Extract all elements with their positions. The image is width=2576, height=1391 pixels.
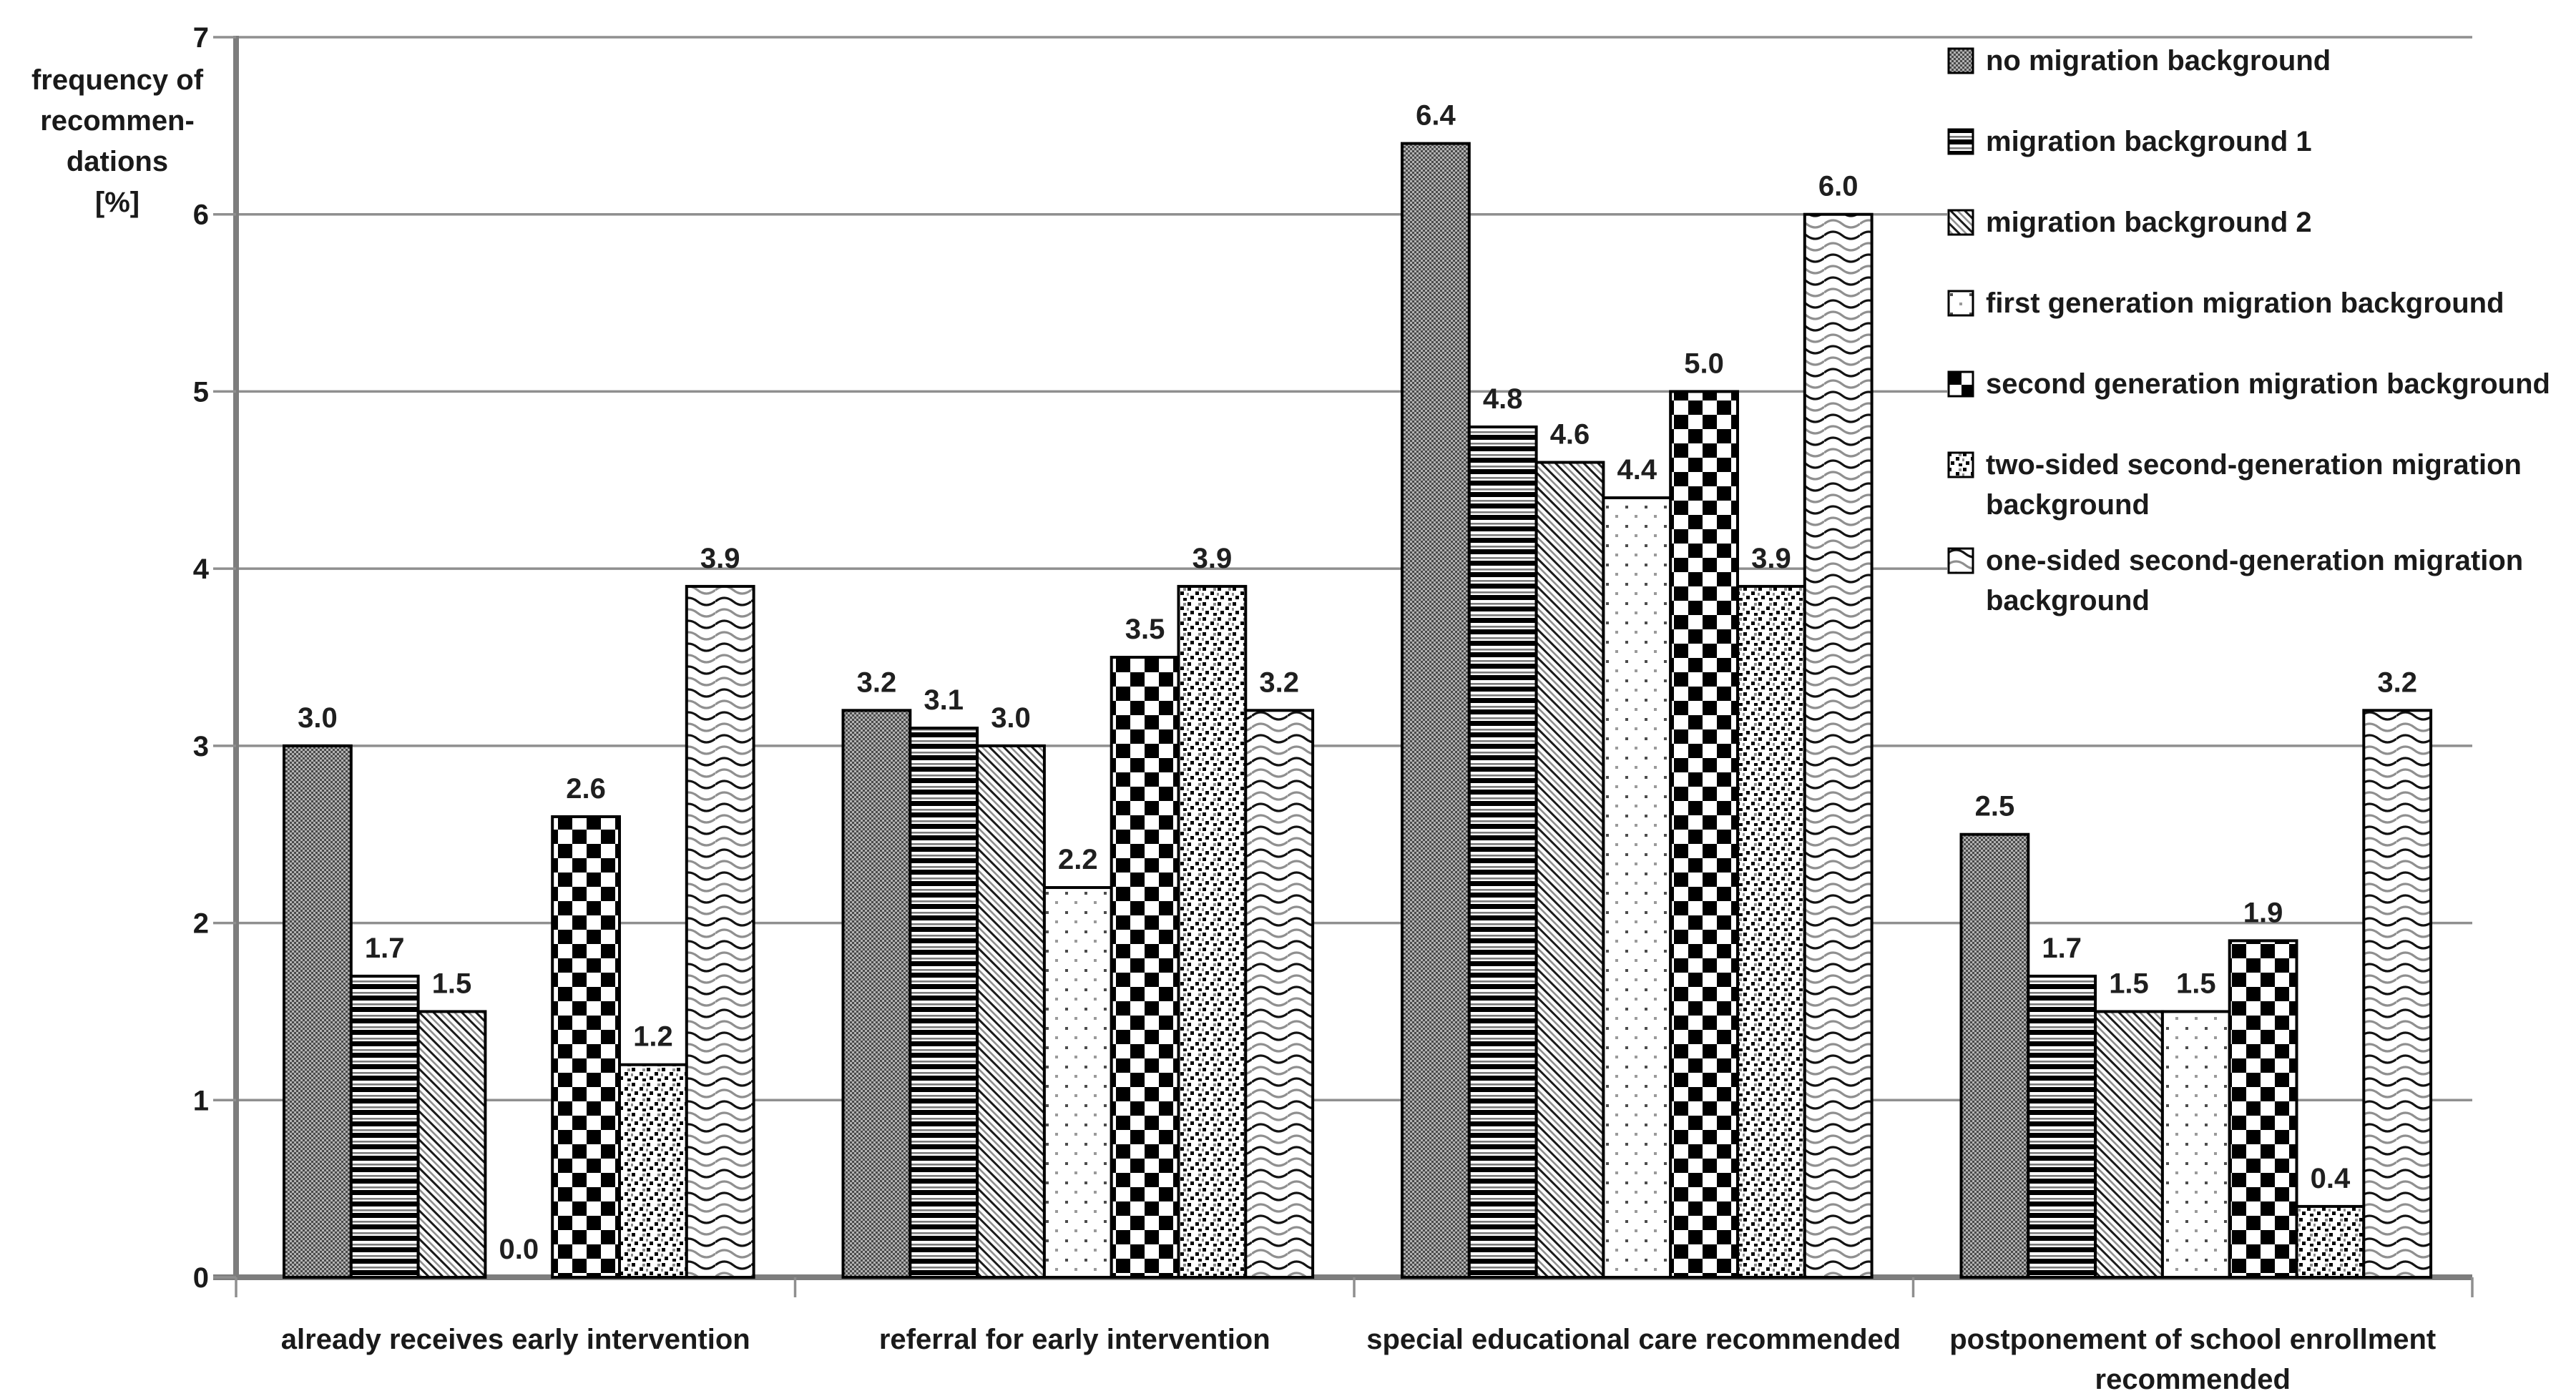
bar-sparse-dots-cat4 xyxy=(2160,1010,2231,1279)
x-category-label: already receives early intervention xyxy=(281,1324,750,1355)
bar-diagonal-stripes-cat4 xyxy=(2094,1010,2164,1279)
value-label: 2.5 xyxy=(1975,791,2015,822)
value-label: 1.9 xyxy=(2243,897,2283,928)
value-label: 1.5 xyxy=(2109,968,2149,999)
value-label: 1.7 xyxy=(365,933,405,964)
value-label: 2.2 xyxy=(1058,844,1098,875)
value-label: 3.2 xyxy=(1259,667,1299,698)
legend-swatch-dense-specks xyxy=(1947,451,1974,478)
value-label: 6.4 xyxy=(1416,100,1456,132)
legend-item: one-sided second-generation migration ba… xyxy=(1947,541,2576,621)
bar-checkerboard-cat4 xyxy=(2228,939,2298,1279)
legend-swatch-horizontal-stripes xyxy=(1947,128,1974,155)
bar-horizontal-stripes-cat2 xyxy=(909,727,979,1279)
y-axis-title-line: recommen- xyxy=(40,105,195,137)
value-label: 1.2 xyxy=(633,1021,673,1053)
legend-label: no migration background xyxy=(1986,45,2331,77)
bar-dense-specks-cat3 xyxy=(1736,584,1806,1279)
value-label: 3.2 xyxy=(857,667,897,698)
value-label: 2.6 xyxy=(566,773,606,805)
y-tick-label: 1 xyxy=(193,1085,209,1116)
y-tick-label: 5 xyxy=(193,376,209,408)
value-label: 1.7 xyxy=(2042,933,2082,964)
value-label: 3.5 xyxy=(1125,614,1165,645)
bar-gray-checker-cat3 xyxy=(1401,142,1471,1279)
y-tick-label: 6 xyxy=(193,200,209,231)
y-axis-title-line: frequency of xyxy=(31,64,204,96)
bar-waves-cat4 xyxy=(2362,709,2433,1279)
value-label: 3.9 xyxy=(1751,543,1791,574)
y-axis-title: frequency of recommen-dations [%] xyxy=(10,60,225,223)
value-label: 5.0 xyxy=(1684,348,1724,379)
value-label: 0.0 xyxy=(499,1234,539,1265)
bar-dense-specks-cat4 xyxy=(2295,1204,2366,1279)
legend-label: migration background 2 xyxy=(1986,207,2312,238)
value-label: 4.8 xyxy=(1483,383,1523,415)
legend-swatch-waves xyxy=(1947,547,1974,574)
legend: no migration background migration backgro… xyxy=(1947,41,2576,636)
legend-label: second generation migration background xyxy=(1986,368,2550,400)
legend-label: migration background 1 xyxy=(1986,126,2312,157)
legend-label: one-sided second-generation migration ba… xyxy=(1986,545,2524,616)
x-category-label: recommended xyxy=(2095,1364,2291,1391)
bars xyxy=(283,142,2433,1279)
value-label: 4.6 xyxy=(1550,419,1590,451)
bar-gray-checker-cat2 xyxy=(841,709,912,1279)
value-label: 3.0 xyxy=(991,702,1031,734)
y-tick-label: 0 xyxy=(193,1262,209,1294)
bar-diagonal-stripes-cat3 xyxy=(1534,461,1605,1279)
bar-waves-cat1 xyxy=(685,584,755,1279)
bar-horizontal-stripes-cat4 xyxy=(2027,974,2097,1279)
legend-swatch-gray-checker xyxy=(1947,47,1974,74)
value-label: 1.5 xyxy=(2176,968,2216,999)
y-tick-label: 2 xyxy=(193,908,209,940)
value-label: 3.2 xyxy=(2377,667,2417,698)
legend-label: first generation migration background xyxy=(1986,287,2504,319)
legend-swatch-checkerboard xyxy=(1947,370,1974,398)
value-label: 3.9 xyxy=(1192,543,1233,574)
value-label: 1.5 xyxy=(432,968,472,999)
bar-checkerboard-cat1 xyxy=(551,815,622,1279)
legend-label: two-sided second-generation migration ba… xyxy=(1986,449,2522,521)
legend-item: no migration background xyxy=(1947,41,2576,81)
y-tick-label: 7 xyxy=(193,22,209,54)
bar-waves-cat3 xyxy=(1803,212,1874,1279)
bar-waves-cat2 xyxy=(1244,709,1315,1279)
value-label: 0.4 xyxy=(2311,1163,2351,1194)
legend-item: first generation migration background xyxy=(1947,283,2576,323)
legend-item: migration background 2 xyxy=(1947,202,2576,242)
value-label: 3.1 xyxy=(924,684,964,716)
legend-item: second generation migration background xyxy=(1947,364,2576,404)
bar-checkerboard-cat2 xyxy=(1110,656,1180,1279)
labels: 0 1 2 3 4 5 6 7 3.0 3.2 6.4 2.5 1.7 3.1 4.8 1.7 1.5 3.0 4.… xyxy=(193,22,2437,1391)
y-tick-label: 4 xyxy=(193,554,210,585)
legend-swatch-diagonal-stripes xyxy=(1947,209,1974,236)
x-category-label: special educational care recommended xyxy=(1366,1324,1901,1355)
x-category-label: referral for early intervention xyxy=(879,1324,1270,1355)
bar-gray-checker-cat1 xyxy=(283,744,353,1279)
bar-sparse-dots-cat2 xyxy=(1042,886,1113,1279)
bar-checkerboard-cat3 xyxy=(1669,390,1739,1279)
bar-dense-specks-cat1 xyxy=(618,1063,688,1279)
x-category-label: postponement of school enrollment xyxy=(1949,1324,2436,1355)
bar-sparse-dots-cat3 xyxy=(1602,496,1673,1279)
legend-item: migration background 1 xyxy=(1947,122,2576,162)
bar-horizontal-stripes-cat3 xyxy=(1467,425,1538,1279)
bar-gray-checker-cat4 xyxy=(1959,832,2030,1279)
bar-diagonal-stripes-cat1 xyxy=(416,1010,487,1279)
y-tick-label: 3 xyxy=(193,731,209,762)
y-axis-title-line: [%] xyxy=(94,187,140,218)
value-label: 3.0 xyxy=(298,702,338,734)
bar-diagonal-stripes-cat2 xyxy=(976,744,1046,1279)
y-axis-title-line: dations xyxy=(66,146,169,177)
bar-dense-specks-cat2 xyxy=(1177,584,1248,1279)
value-label: 6.0 xyxy=(1818,171,1858,202)
bar-horizontal-stripes-cat1 xyxy=(349,974,420,1279)
legend-swatch-sparse-dots xyxy=(1947,290,1974,317)
value-label: 4.4 xyxy=(1617,454,1657,486)
legend-item: two-sided second-generation migration ba… xyxy=(1947,445,2576,525)
value-label: 3.9 xyxy=(700,543,740,574)
